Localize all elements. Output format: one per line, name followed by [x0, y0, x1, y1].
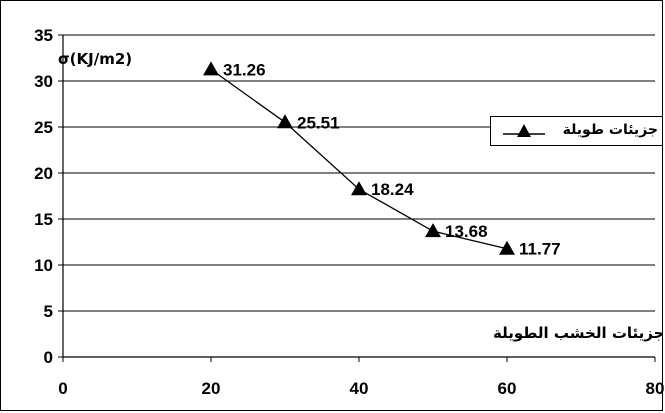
data-point-marker: [277, 114, 293, 129]
y-tick-label: 35: [34, 26, 53, 45]
data-label: 11.77: [519, 240, 561, 259]
data-label: 31.26: [223, 60, 266, 79]
x-tick-label: 80: [646, 379, 665, 398]
y-tick-label: 15: [34, 210, 53, 229]
legend-series-label: جزيئات طويلة: [562, 122, 658, 138]
data-label: 25.51: [297, 113, 340, 132]
y-tick-label: 10: [34, 256, 53, 275]
x-tick-label: 40: [350, 379, 369, 398]
y-tick-labels: 0 5 10 15 20 25 30 35: [34, 26, 53, 367]
y-tick-label: 30: [34, 72, 53, 91]
x-tick-labels: 0 20 40 60 80: [58, 379, 664, 398]
x-axis-label: نسبة جزيئات الخشب الطويلة: [493, 324, 665, 342]
data-label: 18.24: [371, 180, 414, 199]
data-point-marker: [499, 240, 515, 255]
x-tick-label: 20: [202, 379, 221, 398]
data-point-marker: [203, 61, 219, 76]
data-point-marker: [425, 223, 441, 238]
y-axis-label: σ(KJ/m2): [58, 50, 132, 68]
legend: جزيئات طويلة: [490, 116, 663, 146]
y-tick-label: 0: [44, 348, 53, 367]
axes: [58, 34, 656, 362]
gridlines: [63, 34, 655, 312]
legend-triangle-icon: [503, 124, 545, 137]
data-labels: 31.26 25.51 18.24 13.68 11.77: [223, 60, 561, 258]
y-tick-label: 20: [34, 164, 53, 183]
y-tick-label: 25: [34, 118, 53, 137]
y-tick-label: 5: [44, 302, 53, 321]
data-point-marker: [351, 181, 367, 196]
data-label: 13.68: [445, 222, 488, 241]
x-tick-label: 60: [498, 379, 517, 398]
series-markers: [203, 61, 515, 255]
x-tick-label: 0: [58, 379, 67, 398]
